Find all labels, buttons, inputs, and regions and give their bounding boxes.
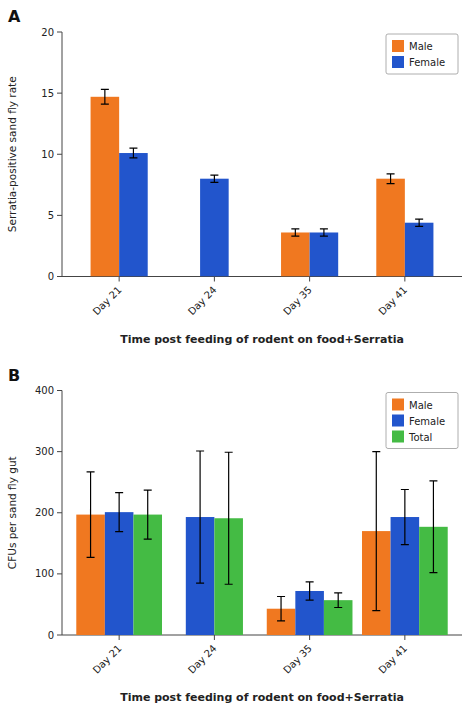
bar [310,232,339,276]
x-tick-label: Day 21 [91,643,124,676]
error-bar [306,582,314,600]
error-bar [334,593,342,608]
y-tick-label: 15 [41,88,54,99]
x-tick-label: Day 24 [186,643,219,676]
legend-swatch [392,40,404,52]
legend: Male Female [386,34,458,74]
x-tick [214,635,215,640]
y-label: CFUs per sand fly gut [6,456,18,569]
legend-swatch [392,399,404,411]
error-bar [196,451,204,583]
error-bar [387,174,395,184]
legend-swatch [392,56,404,68]
error-bar [115,493,123,532]
legend-frame [386,34,458,74]
error-bar [320,229,328,236]
y-tick-label: 0 [48,271,54,282]
x-tick [309,277,310,282]
error-bar [129,148,137,158]
bar [119,153,148,276]
error-bar [101,89,109,104]
error-bar [415,219,423,226]
x-tick-label: Day 41 [376,284,409,317]
y-tick-label: 10 [41,149,54,160]
y-axis [62,391,63,636]
y-tick-label: 200 [35,507,54,518]
panel-label: B [8,366,20,385]
x-label: Time post feeding of rodent on food+Serr… [120,691,404,704]
bar [405,223,434,277]
y-tick-label: 100 [35,568,54,579]
chart-root: 0 5 10 15 20 Day 21 Day 24 Day 35 Day 41 A Serrati… [0,0,474,717]
y-tick-label: 0 [48,630,54,641]
legend-label: Male [409,41,433,52]
bar [376,179,405,277]
y-tick [57,390,62,391]
y-tick [57,573,62,574]
y-tick [57,154,62,155]
y-tick [57,451,62,452]
x-tick-label: Day 35 [281,643,314,676]
y-tick-label: 20 [41,27,54,38]
x-tick [309,635,310,640]
y-tick [57,93,62,94]
x-tick [119,635,120,640]
bar [281,232,310,276]
x-tick [404,635,405,640]
y-tick [57,512,62,513]
error-bar [429,481,437,573]
x-tick [119,277,120,282]
y-tick-label: 5 [48,210,54,221]
error-bar [225,452,233,584]
x-tick-label: Day 24 [186,284,219,317]
panel: 0 5 10 15 20 Day 21 Day 24 Day 35 Day 41 A Serrati… [6,7,462,346]
legend-label: Total [408,432,432,443]
panel: 0 100 200 300 400 Day 21 Day 24 Day 35 Day 41 B CF… [6,366,462,705]
x-label: Time post feeding of rodent on food+Serr… [120,333,404,346]
error-bar [372,452,380,611]
marks [91,89,434,276]
x-tick-label: Day 41 [376,643,409,676]
legend-frame [386,393,458,449]
x-tick-label: Day 21 [91,284,124,317]
x-tick [404,277,405,282]
bar [91,97,120,277]
legend-label: Female [409,416,445,427]
panel-label: A [8,7,21,26]
y-tick-label: 400 [35,385,54,396]
y-axis [62,32,63,277]
legend-label: Male [409,400,433,411]
legend-swatch [392,431,404,443]
x-tick-label: Day 35 [281,284,314,317]
y-tick [57,635,62,636]
error-bar [87,472,95,558]
y-tick [57,276,62,277]
legend-swatch [392,415,404,427]
error-bar [144,490,152,539]
x-tick [214,277,215,282]
error-bar [291,229,299,236]
bar [200,179,229,277]
marks [76,451,447,635]
y-tick-label: 300 [35,446,54,457]
y-tick [57,215,62,216]
y-tick [57,32,62,33]
legend-label: Female [409,57,445,68]
legend: Male Female Total [386,393,458,449]
error-bar [210,175,218,182]
y-label: Serratia-positive sand fly rate [6,76,18,232]
error-bar [401,490,409,545]
error-bar [277,596,285,620]
